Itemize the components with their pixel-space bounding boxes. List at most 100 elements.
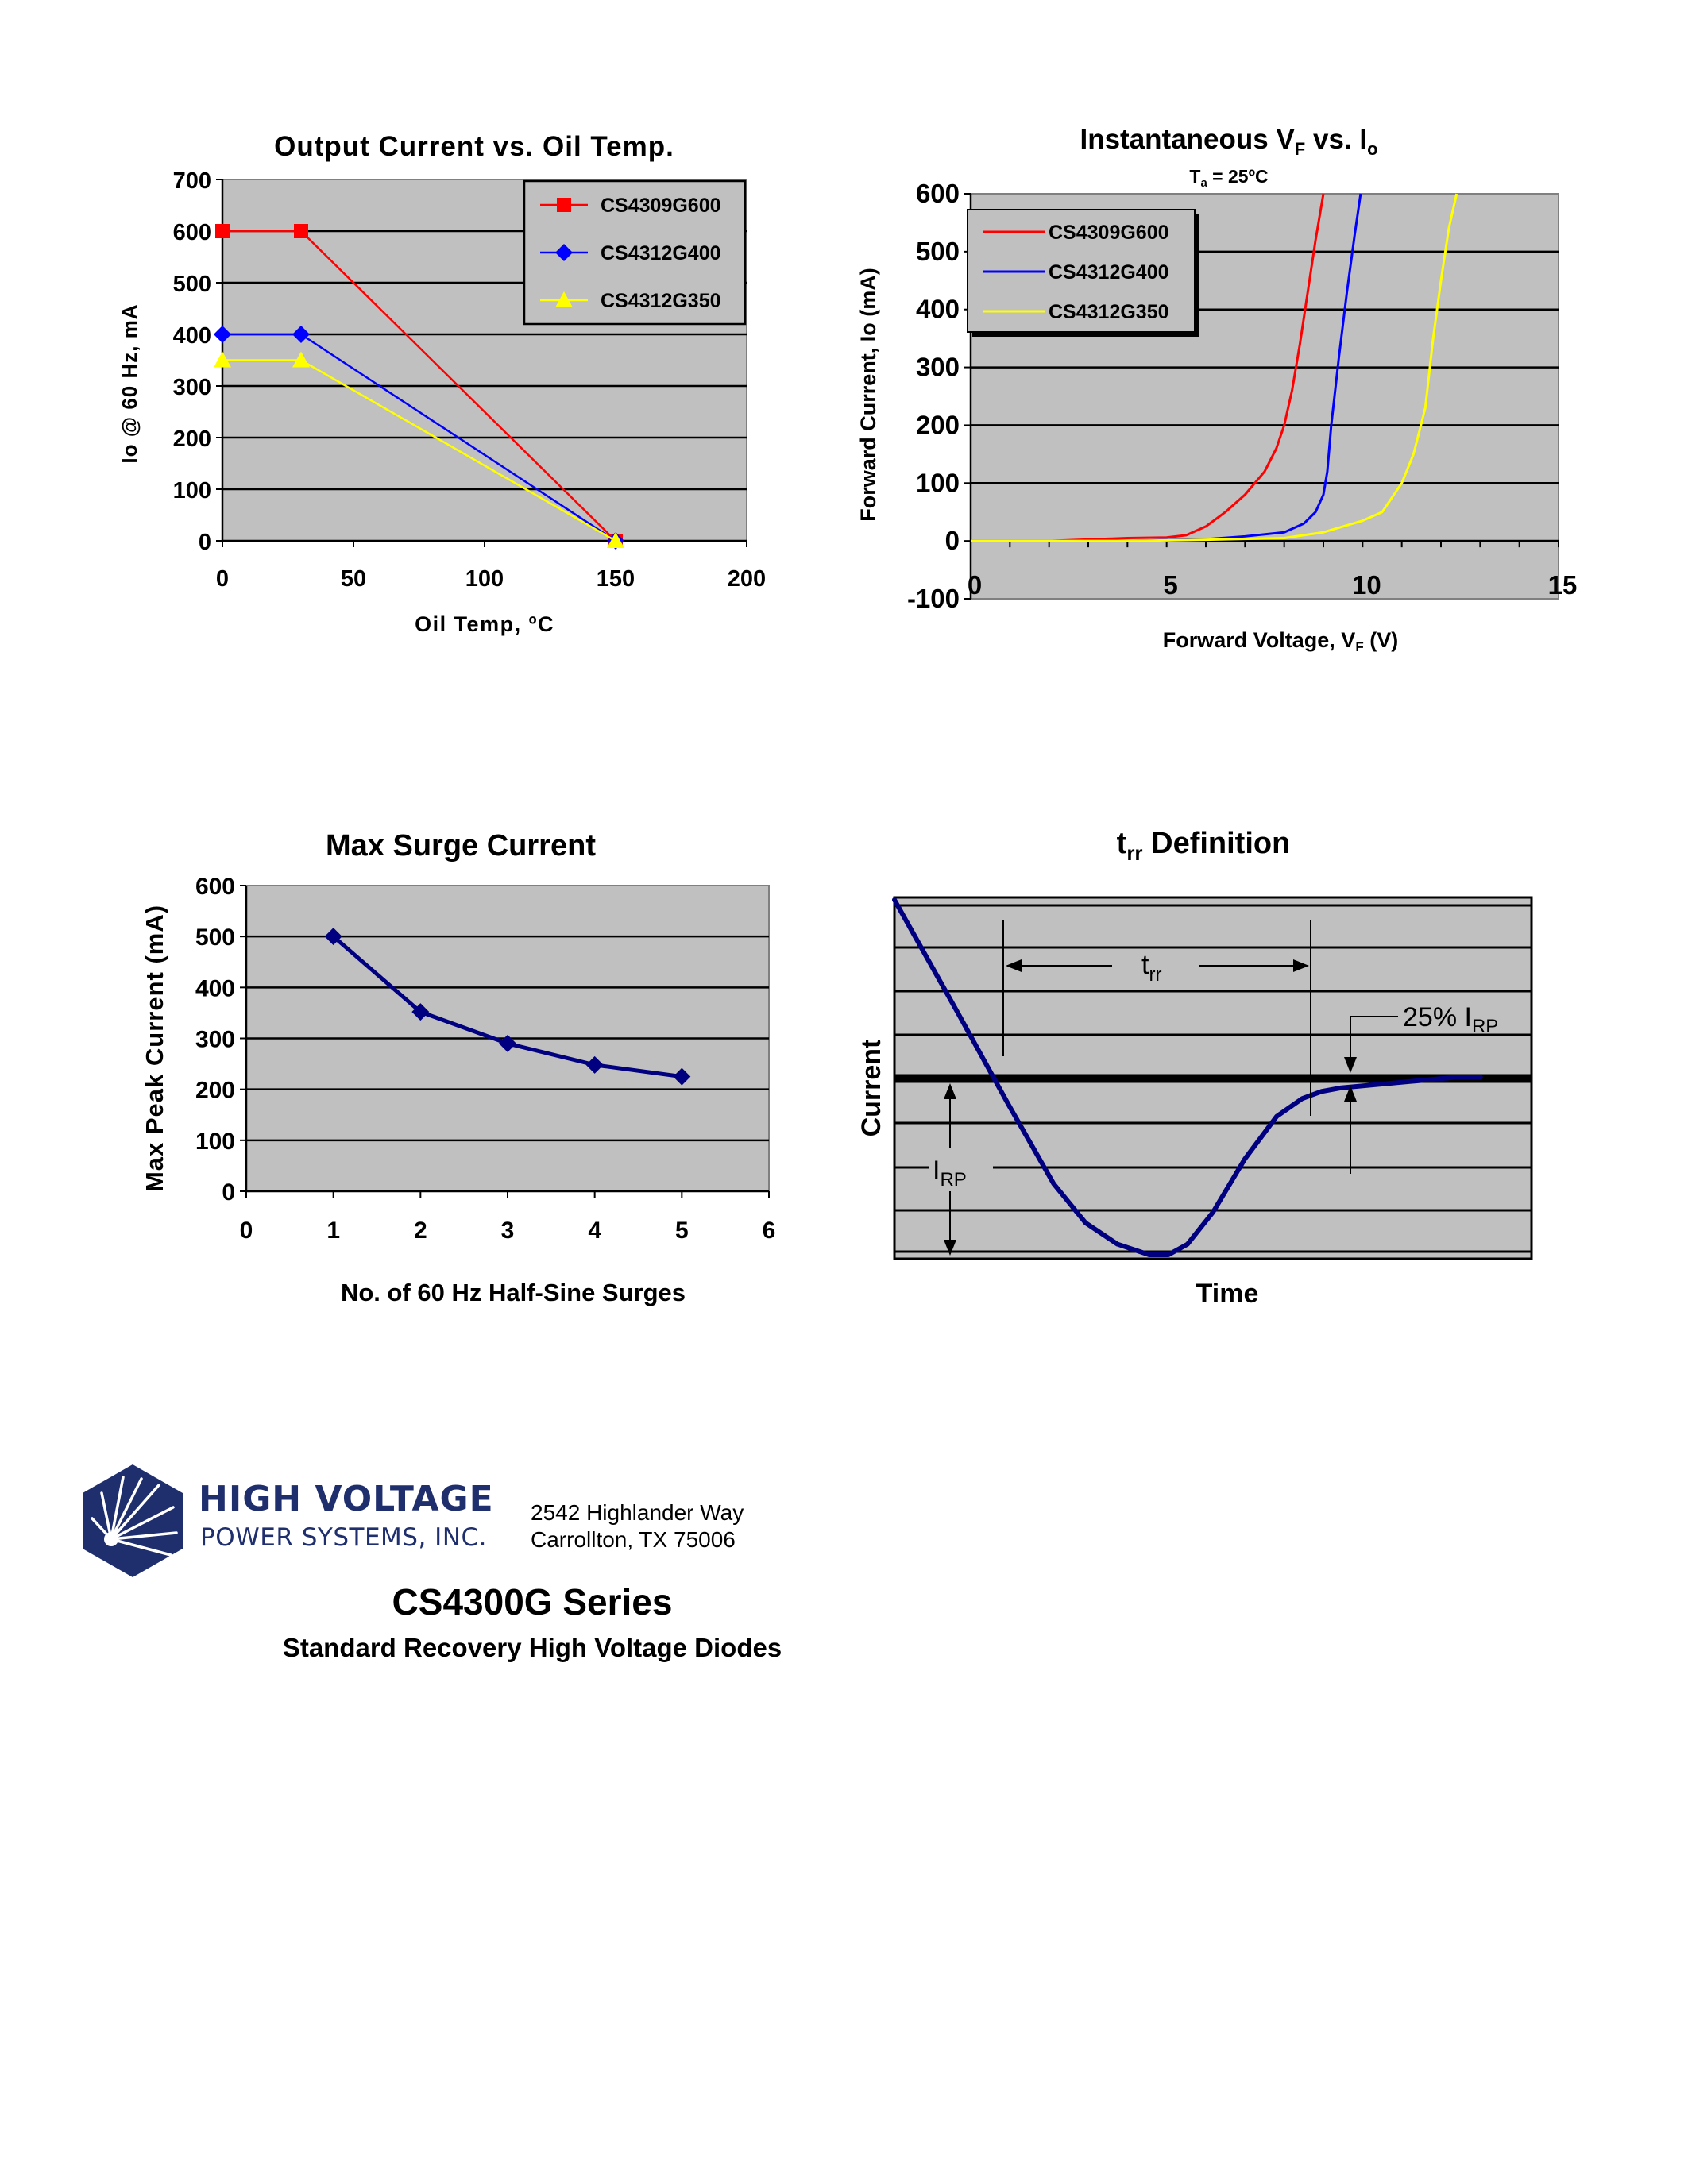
series-line xyxy=(971,193,1362,542)
chart-title: trr Definition xyxy=(1117,827,1291,865)
data-point xyxy=(214,351,231,368)
legend-label: CS4309G600 xyxy=(1049,222,1169,244)
y-tick-label: 300 xyxy=(173,375,211,400)
arrowhead xyxy=(1344,1057,1357,1073)
series-line xyxy=(892,897,1483,1257)
x-tick-label: 0 xyxy=(968,570,982,600)
company-name-line2: POWER SYSTEMS, INC. xyxy=(200,1523,488,1552)
trr-label-sub: rr xyxy=(1149,964,1161,986)
x-tick-label: 2 xyxy=(414,1217,427,1244)
y-axis-label: Io @ 60 Hz, mA xyxy=(118,303,141,463)
x-tick-label: 0 xyxy=(216,566,229,592)
y-tick-label: 600 xyxy=(916,179,960,208)
series-line xyxy=(222,333,616,542)
y-tick-label: 700 xyxy=(173,168,211,194)
x-tick-label: 150 xyxy=(597,566,635,592)
pct-label-main: 25% I xyxy=(1403,1002,1472,1032)
data-point xyxy=(555,291,573,307)
y-tick-label: 500 xyxy=(916,237,960,266)
irp-label-main: I xyxy=(933,1156,940,1186)
data-point xyxy=(214,326,231,343)
company-logo: HIGH VOLTAGE POWER SYSTEMS, INC. xyxy=(79,1461,494,1580)
chart-title: Max Surge Current xyxy=(326,829,596,862)
y-tick-label: 0 xyxy=(222,1179,235,1206)
plot-area xyxy=(222,179,747,542)
series-line xyxy=(971,193,1325,542)
y-tick-label: 300 xyxy=(195,1027,235,1053)
data-point xyxy=(292,351,310,368)
legend-shadow xyxy=(972,214,1199,337)
chart-title: Output Current vs. Oil Temp. xyxy=(274,131,674,162)
logo-starburst-icon xyxy=(83,1464,183,1577)
series-line xyxy=(971,193,1458,542)
x-tick-label: 0 xyxy=(240,1217,253,1244)
x-axis-label: Oil Temp, ºC xyxy=(415,612,554,636)
y-tick-label: 0 xyxy=(945,526,960,555)
data-point xyxy=(555,244,573,261)
y-tick-label: 600 xyxy=(173,220,211,245)
legend-label: CS4309G600 xyxy=(601,195,721,217)
x-tick-label: 5 xyxy=(675,1217,689,1244)
y-tick-label: 400 xyxy=(916,295,960,324)
company-name: HIGH VOLTAGE xyxy=(199,1479,494,1519)
pct-label: 25% IRP xyxy=(1403,1002,1498,1037)
trr-label-t: t xyxy=(1141,950,1149,980)
y-tick-label: 500 xyxy=(173,272,211,297)
series-line xyxy=(222,230,616,542)
series-line xyxy=(222,359,616,542)
company-address: 2542 Highlander Way Carrollton, TX 75006 xyxy=(531,1499,744,1553)
legend xyxy=(967,209,1196,333)
pct-label-sub: RP xyxy=(1472,1016,1498,1037)
irp-label-sub: RP xyxy=(940,1169,966,1190)
y-tick-label: 100 xyxy=(195,1129,235,1155)
x-axis-label: Time xyxy=(1196,1279,1259,1309)
data-point xyxy=(215,224,230,238)
x-tick-label: 6 xyxy=(763,1217,776,1244)
address-line2: Carrollton, TX 75006 xyxy=(531,1527,736,1552)
x-axis-label: Forward Voltage, VF (V) xyxy=(1163,628,1398,654)
y-tick-label: 0 xyxy=(199,530,211,555)
y-tick-label: 200 xyxy=(916,410,960,439)
irp-label: IRP xyxy=(933,1156,967,1190)
legend-label: CS4312G400 xyxy=(1049,261,1169,284)
data-point xyxy=(607,532,624,550)
data-point xyxy=(292,326,310,343)
data-point xyxy=(499,1034,516,1052)
plot-area xyxy=(893,896,1533,1260)
y-tick-label: 300 xyxy=(916,353,960,382)
x-tick-label: 3 xyxy=(501,1217,515,1244)
chart-subtitle: Ta = 25ºC xyxy=(1189,166,1268,190)
y-tick-label: -100 xyxy=(907,584,960,613)
y-tick-label: 400 xyxy=(195,975,235,1001)
series-subtitle: Standard Recovery High Voltage Diodes xyxy=(282,1633,782,1662)
legend-label: CS4312G400 xyxy=(601,242,721,264)
data-point xyxy=(557,198,571,212)
plot-area xyxy=(245,885,770,1192)
y-axis-label: Current xyxy=(856,1040,886,1137)
x-tick-label: 15 xyxy=(1548,570,1578,600)
address-line1: 2542 Highlander Way xyxy=(531,1500,744,1525)
y-tick-label: 500 xyxy=(195,924,235,951)
arrowhead xyxy=(944,1083,956,1099)
x-tick-label: 4 xyxy=(588,1217,601,1244)
y-tick-label: 100 xyxy=(173,478,211,504)
data-point xyxy=(324,928,342,946)
data-point xyxy=(607,532,624,548)
legend-label: CS4312G350 xyxy=(601,290,721,312)
arrowhead xyxy=(1293,959,1309,972)
legend xyxy=(523,179,747,326)
x-tick-label: 5 xyxy=(1163,570,1177,600)
x-tick-label: 1 xyxy=(326,1217,340,1244)
series-title: CS4300G Series xyxy=(392,1581,673,1623)
series-line xyxy=(332,935,682,1079)
legend-label: CS4312G350 xyxy=(1049,301,1169,323)
y-axis-label: Forward Current, Io (mA) xyxy=(856,268,880,522)
trr-label: trr xyxy=(1141,950,1161,986)
data-point xyxy=(608,534,623,548)
x-tick-label: 50 xyxy=(341,566,366,592)
y-tick-label: 200 xyxy=(195,1078,235,1104)
chart-title: Instantaneous VF vs. Io xyxy=(1080,124,1377,159)
